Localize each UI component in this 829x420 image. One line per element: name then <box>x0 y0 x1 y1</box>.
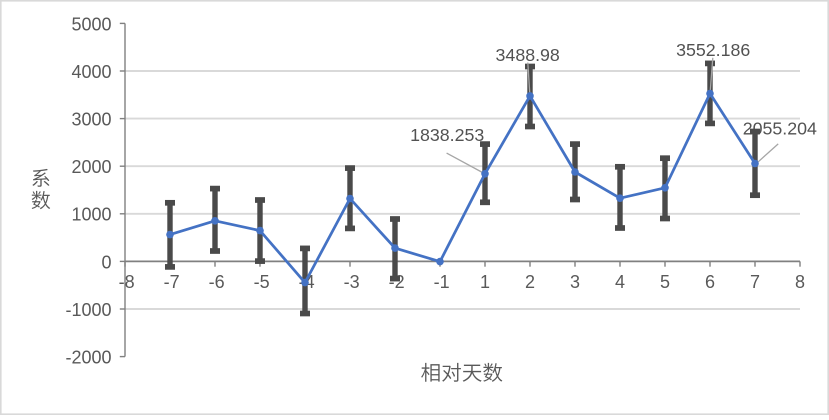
svg-text:-1: -1 <box>434 272 450 292</box>
svg-text:2000: 2000 <box>71 157 111 177</box>
svg-text:5000: 5000 <box>71 14 111 34</box>
svg-text:5: 5 <box>660 272 670 292</box>
svg-text:0: 0 <box>101 252 111 272</box>
svg-text:3000: 3000 <box>71 110 111 130</box>
svg-text:-3: -3 <box>344 272 360 292</box>
svg-text:1: 1 <box>480 272 490 292</box>
svg-text:-2000: -2000 <box>65 348 111 368</box>
svg-text:3552.186: 3552.186 <box>676 40 750 60</box>
svg-text:4: 4 <box>615 272 625 292</box>
svg-text:3: 3 <box>570 272 580 292</box>
svg-text:3488.98: 3488.98 <box>496 45 560 65</box>
svg-text:1838.253: 1838.253 <box>410 125 484 145</box>
svg-text:-7: -7 <box>164 272 180 292</box>
svg-text:8: 8 <box>795 272 805 292</box>
svg-text:6: 6 <box>705 272 715 292</box>
svg-text:-1000: -1000 <box>65 300 111 320</box>
svg-text:2: 2 <box>525 272 535 292</box>
svg-text:1000: 1000 <box>71 205 111 225</box>
svg-text:-6: -6 <box>209 272 225 292</box>
svg-text:-8: -8 <box>119 272 135 292</box>
svg-text:7: 7 <box>750 272 760 292</box>
svg-text:2055.204: 2055.204 <box>743 119 817 139</box>
svg-text:4000: 4000 <box>71 62 111 82</box>
svg-text:-5: -5 <box>254 272 270 292</box>
